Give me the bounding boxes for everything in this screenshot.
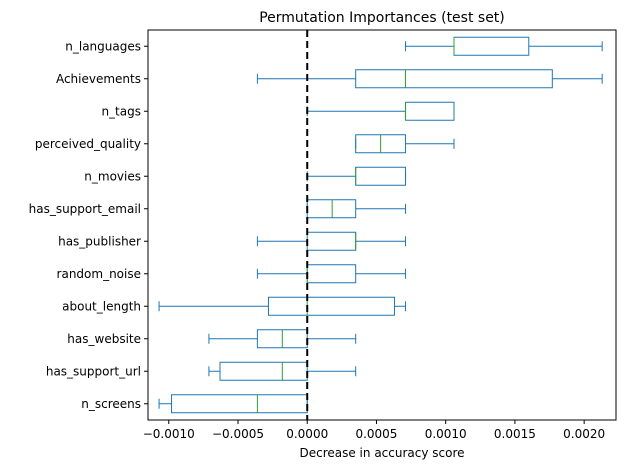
y-tick-label: random_noise <box>57 267 141 281</box>
iqr-box <box>219 361 308 381</box>
box-n_screens <box>158 394 308 414</box>
box-has_support_email <box>306 199 407 219</box>
x-tick-label: 0.0010 <box>425 427 467 441</box>
x-tick-label: 0.0000 <box>286 427 328 441</box>
box-has_website <box>208 329 357 349</box>
x-axis-label: Decrease in accuracy score <box>299 446 464 460</box>
box-n_tags <box>306 101 455 121</box>
x-tick-label: −0.0005 <box>212 427 264 441</box>
y-tick-label: n_languages <box>65 39 141 53</box>
iqr-box <box>306 264 357 284</box>
iqr-box <box>171 394 308 414</box>
y-tick-label: n_tags <box>101 104 141 118</box>
x-tick-label: 0.0015 <box>494 427 536 441</box>
iqr-box <box>306 231 357 251</box>
box-Achievements <box>256 69 603 89</box>
y-tick-label: has_publisher <box>58 234 141 248</box>
x-tick-label: −0.0010 <box>143 427 195 441</box>
box-random_noise <box>256 264 407 284</box>
box-about_length <box>158 296 407 316</box>
y-tick-label: about_length <box>62 299 141 313</box>
iqr-box <box>355 69 553 89</box>
box-perceived_quality <box>355 134 455 154</box>
y-tick-label: has_support_email <box>29 202 141 216</box>
x-tick-label: 0.0020 <box>563 427 605 441</box>
plot-frame <box>147 29 617 421</box>
y-axis-ticks: n_languages Achievements n_tags perceived_q… <box>29 39 148 411</box>
y-tick-label: has_website <box>67 332 141 346</box>
iqr-box <box>355 166 407 186</box>
x-tick-label: 0.0005 <box>355 427 397 441</box>
y-tick-label: perceived_quality <box>35 137 141 151</box>
iqr-box <box>306 199 357 219</box>
iqr-box <box>453 36 530 56</box>
y-tick-label: n_screens <box>81 397 141 411</box>
y-tick-label: n_movies <box>84 169 141 183</box>
boxplot-group <box>158 30 603 420</box>
chart-title: Permutation Importances (test set) <box>259 10 505 26</box>
box-n_movies <box>306 166 407 186</box>
y-tick-label: has_support_url <box>46 364 141 378</box>
box-has_publisher <box>256 231 407 251</box>
box-has_support_url <box>208 361 357 381</box>
y-tick-label: Achievements <box>56 72 141 86</box>
iqr-box <box>267 296 395 316</box>
x-axis-ticks: −0.0010 −0.0005 0.0000 0.0005 0.0010 0.0015 0.… <box>143 420 605 441</box>
box-n_languages <box>405 36 603 56</box>
iqr-box <box>405 101 455 121</box>
